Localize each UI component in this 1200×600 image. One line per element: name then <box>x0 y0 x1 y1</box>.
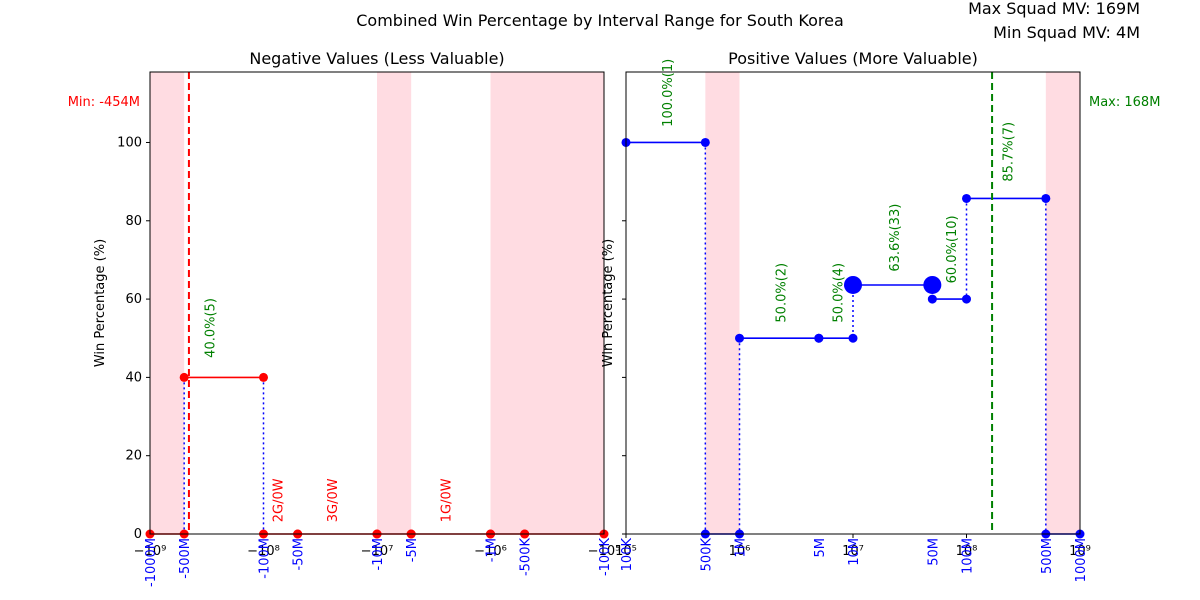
y-tick-label: 40 <box>125 370 142 385</box>
win-annotation: 100.0%(1) <box>661 59 676 127</box>
negative-values-chart: Negative Values (Less Valuable) 0 20 40 60 80… <box>68 49 621 587</box>
x-tick-label: −10⁷ <box>361 544 394 559</box>
interval-label: -500K <box>519 538 534 577</box>
min-value-label: Min: -454M <box>68 95 140 110</box>
interval-label: 1M <box>734 538 749 558</box>
win-annotation: 40.0%(5) <box>203 298 218 358</box>
plot-frame <box>625 71 1081 535</box>
y-tick-label: 0 <box>134 527 142 542</box>
x-tick-label: 10⁹ <box>1069 544 1091 559</box>
interval-label: 500M <box>1040 538 1055 574</box>
win-annotation: 50.0%(4) <box>831 263 846 323</box>
win-annotation: 3G/0W <box>326 478 341 522</box>
x-tick-label: −10⁵ <box>588 544 621 559</box>
interval-label: 500K <box>699 538 714 572</box>
y-tick-label: 20 <box>125 449 142 464</box>
shaded-range <box>490 72 604 534</box>
x-tick-label: 10⁵ <box>615 544 637 559</box>
y-tick-label: 60 <box>125 292 142 307</box>
x-tick-label: 10⁶ <box>729 544 751 559</box>
interval-label: 5M <box>813 538 828 558</box>
interval-label: -100K <box>598 538 613 577</box>
shaded-range <box>1045 72 1080 534</box>
min-squad-label: Min Squad MV: 4M <box>993 23 1140 42</box>
interval-label: 50M <box>926 538 941 566</box>
shaded-range <box>150 72 185 534</box>
shaded-range <box>705 72 740 534</box>
positive-values-chart: Positive Values (More Valuable) Win Perce… <box>601 49 1160 582</box>
data-point <box>700 137 710 147</box>
interval-label: 100K <box>620 538 635 572</box>
interval-label: -5M <box>405 538 420 562</box>
data-point <box>962 193 971 203</box>
data-point <box>962 294 971 304</box>
x-tick-label: 10⁷ <box>842 544 864 559</box>
y-tick-label: 100 <box>117 135 142 150</box>
win-annotation: 50.0%(2) <box>775 263 790 323</box>
win-annotation: 63.6%(33) <box>888 204 903 272</box>
interval-label: -500M <box>178 538 193 579</box>
y-axis-label: Win Percentage (%) <box>93 239 108 367</box>
data-point <box>923 275 942 294</box>
interval-label: 10M <box>847 538 862 566</box>
win-annotation: 85.7%(7) <box>1002 122 1017 182</box>
data-point <box>844 275 862 294</box>
win-annotation: 60.0%(10) <box>945 215 960 283</box>
interval-label: -100M <box>258 538 273 579</box>
win-annotation: 2G/0W <box>272 478 287 522</box>
interval-label: -1M <box>485 538 500 562</box>
interval-label: -1000M <box>144 538 159 587</box>
interval-label: -10M <box>371 538 386 570</box>
data-point <box>179 372 189 382</box>
plot-frame <box>149 71 605 535</box>
interval-label: 1000M <box>1074 538 1089 582</box>
max-squad-label: Max Squad MV: 169M <box>968 0 1140 18</box>
interval-label: -50M <box>292 538 307 570</box>
x-tick-label: −10⁶ <box>474 544 507 559</box>
interval-label: 100M <box>961 538 976 574</box>
data-point <box>927 294 937 304</box>
data-point <box>735 333 744 343</box>
data-point <box>259 372 268 382</box>
x-tick-label: −10⁸ <box>247 544 280 559</box>
x-tick-label: 10⁸ <box>956 544 978 559</box>
x-tick-label: −10⁹ <box>134 544 167 559</box>
data-point <box>848 333 858 343</box>
chart-title: Negative Values (Less Valuable) <box>249 49 504 68</box>
figure-title: Combined Win Percentage by Interval Rang… <box>356 11 844 30</box>
data-point <box>814 333 824 343</box>
y-axis-label: Win Percentage (%) <box>601 239 616 367</box>
data-point <box>1041 193 1051 203</box>
chart-title: Positive Values (More Valuable) <box>728 49 978 68</box>
max-value-label: Max: 168M <box>1089 95 1160 110</box>
shaded-range <box>377 72 412 534</box>
y-tick-label: 80 <box>125 214 142 229</box>
win-annotation: 1G/0W <box>439 478 454 522</box>
